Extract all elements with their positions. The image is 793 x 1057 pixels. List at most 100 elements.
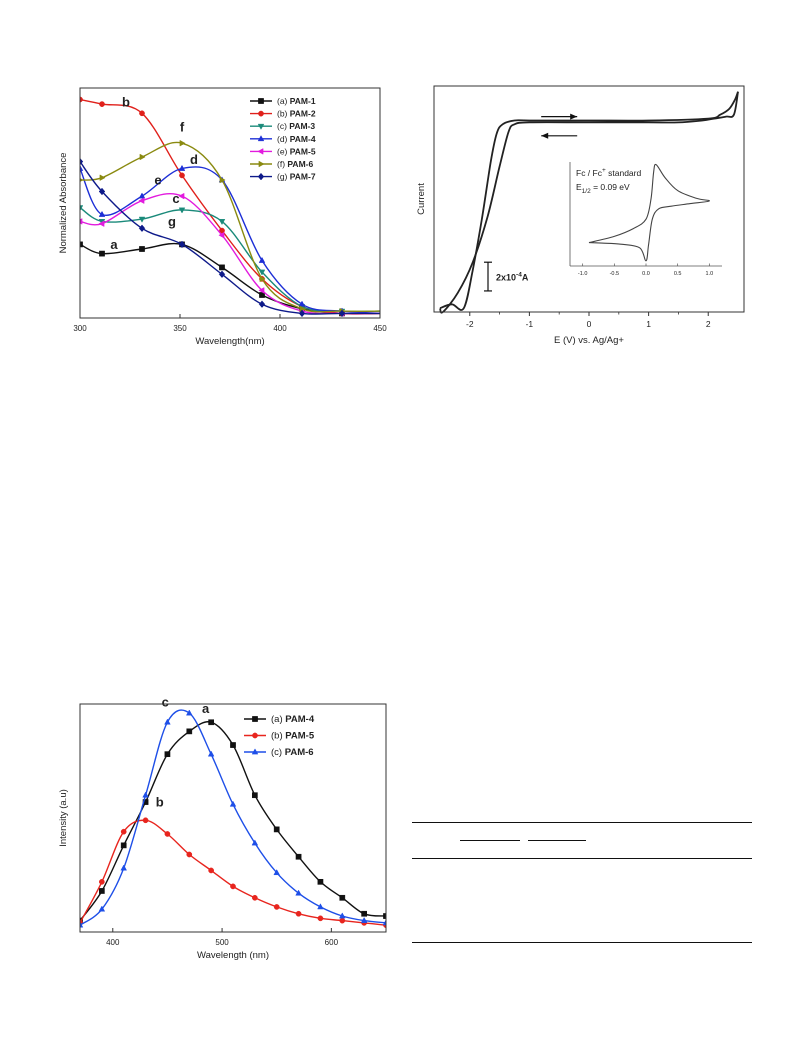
uv-legend-prefix: (c) — [277, 121, 289, 131]
uv-series-d-point — [80, 164, 84, 171]
uv-series-c-point — [218, 219, 226, 226]
pl-legend-name: PAM-5 — [285, 731, 315, 742]
pl-curve-label-b: b — [156, 795, 164, 810]
uv-series-f-point — [219, 176, 226, 184]
uv-legend: (a) PAM-1 (b) PAM-2 (c) PAM-3 (d) PAM-4 (e) … — [250, 96, 316, 182]
pl-x-tick-label: 400 — [106, 938, 120, 947]
uv-curve-label-g: g — [168, 214, 176, 229]
cv-arrow-head — [570, 113, 578, 120]
uv-series-f-point — [80, 177, 84, 183]
pl-series-c-point — [273, 869, 280, 876]
photoluminescence-chart: a b c 400 500 600 Wavelength (nm) Intensity (a.… — [40, 690, 400, 980]
uv-series-c-point — [258, 269, 266, 276]
cv-inset-title: Fc / Fc+ standard — [576, 167, 641, 178]
cv-inset-e-half-prefix: E — [576, 182, 582, 192]
pl-series-b-point — [99, 878, 105, 885]
uv-legend-marker — [258, 110, 264, 117]
cv-x-axis-label: E (V) vs. Ag/Ag+ — [554, 335, 624, 346]
cv-x-tick-label: 1 — [646, 319, 651, 329]
cv-inset-x-tick-label: 0.5 — [674, 271, 682, 277]
table-top-rule — [412, 822, 752, 823]
uv-series-g-point — [80, 157, 84, 166]
uv-series-d-point — [178, 164, 186, 171]
uv-series-e-point — [80, 218, 83, 225]
uv-curve-label-e: e — [154, 173, 161, 188]
uv-series-g-point — [138, 224, 146, 233]
uv-series-d-point — [98, 210, 106, 217]
uv-series-e-point — [138, 197, 145, 204]
cv-inset-title-suffix: standard — [606, 168, 642, 178]
uv-series-a-point — [219, 264, 225, 271]
uv-series-b-point — [139, 110, 145, 117]
uv-legend-label: (a) PAM-1 — [277, 96, 316, 106]
uv-legend-prefix: (b) — [277, 109, 290, 119]
uv-legend-item: (a) PAM-1 — [250, 96, 316, 106]
cv-chart-svg: 2x10-4A -2 -1 0 1 2 E (V) vs. Ag/Ag+ Current -1.… — [416, 85, 745, 346]
uv-series-b-point — [179, 172, 185, 179]
cv-inset-x-tick-label: 1.0 — [706, 271, 714, 277]
cv-inset-x-tick-label: 0.0 — [642, 271, 650, 277]
cv-scale-bar-label: 2x10-4A — [496, 272, 529, 283]
pl-series-c-point — [120, 864, 127, 871]
pl-series-b-point — [252, 894, 258, 901]
uv-series-g-point — [98, 187, 106, 196]
pl-series-a-point — [186, 728, 193, 735]
uv-series-f-line — [80, 141, 380, 313]
pl-legend-marker — [252, 732, 258, 739]
pl-series-c-point — [317, 903, 324, 910]
pl-series-b-point — [208, 867, 214, 874]
pl-series-b-point — [164, 831, 171, 837]
pl-x-tick-label: 600 — [325, 938, 339, 947]
cv-scale-bar: 2x10-4A — [484, 261, 529, 292]
uv-legend-item: (b) PAM-2 — [250, 109, 316, 119]
table-subheader-rule-2 — [528, 840, 586, 841]
uv-curve-label-b: b — [122, 94, 130, 109]
pl-series-c-point — [251, 839, 259, 846]
pl-series-a-point — [317, 878, 324, 885]
uv-series-d-line — [80, 166, 380, 315]
pl-series-a-line — [80, 721, 386, 922]
pl-legend-marker — [252, 716, 258, 722]
cv-x-tick-label: 0 — [587, 319, 592, 329]
pl-series-c-point — [295, 889, 302, 896]
pl-legend-prefix: (a) — [271, 714, 285, 725]
uv-legend-name: PAM-1 — [290, 96, 316, 106]
uv-legend-name: PAM-5 — [290, 146, 316, 156]
uv-legend-item: (d) PAM-4 — [250, 134, 316, 144]
pl-series-a-point — [99, 888, 105, 894]
pl-x-tick-label: 500 — [215, 938, 229, 947]
uv-legend-name: PAM-4 — [290, 134, 316, 144]
pl-series-b-point — [142, 817, 149, 824]
pl-legend-label: (c) PAM-6 — [271, 747, 314, 758]
uv-legend-label: (e) PAM-5 — [277, 146, 316, 156]
uv-legend-item: (e) PAM-5 — [250, 146, 316, 156]
uv-series-g-line — [80, 161, 380, 315]
uv-legend-name: PAM-2 — [290, 109, 316, 119]
cv-y-axis-label: Current — [416, 183, 427, 215]
pl-series-c-point — [98, 905, 106, 912]
uv-legend-label: (b) PAM-2 — [277, 109, 316, 119]
uv-series-d-point — [138, 192, 146, 199]
uv-legend-item: (c) PAM-3 — [250, 121, 315, 131]
cv-reverse-sweep — [439, 91, 739, 314]
cv-x-tick-label: -1 — [526, 319, 534, 329]
uv-series-c-line — [80, 207, 380, 313]
uv-series-a-line — [80, 242, 380, 315]
uv-legend-marker — [258, 98, 264, 104]
pl-curve-label-c: c — [162, 694, 169, 709]
pl-series-b-point — [317, 915, 324, 922]
data-table-frame — [412, 818, 754, 948]
pl-legend-name: PAM-4 — [285, 714, 315, 725]
uv-curve-label-d: d — [190, 152, 198, 167]
pl-series-c-point — [229, 800, 237, 807]
cyclic-voltammogram-chart: 2x10-4A -2 -1 0 1 2 E (V) vs. Ag/Ag+ Current -1.… — [400, 70, 760, 370]
uv-absorption-chart: a b c d e f g 300 350 400 450 Wavelength(nm) Normali… — [40, 70, 400, 360]
pl-series-c-point — [164, 718, 171, 725]
pl-series-c-point — [207, 750, 215, 757]
pl-plot-area — [80, 709, 386, 929]
uv-x-tick-label: 300 — [73, 324, 87, 333]
cv-forward-sweep — [439, 91, 739, 311]
uv-curve-label-f: f — [180, 120, 185, 135]
pl-legend-item: (b) PAM-5 — [244, 731, 315, 742]
uv-legend-marker — [257, 123, 265, 130]
